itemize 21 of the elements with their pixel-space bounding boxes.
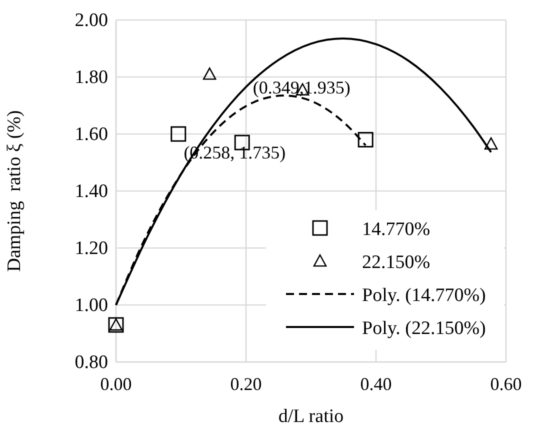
- y-tick-label: 1.40: [74, 181, 108, 202]
- x-tick-label: 0.60: [490, 374, 522, 394]
- y-tick-label: 0.80: [74, 352, 108, 373]
- legend-label: 14.770%: [362, 219, 430, 240]
- legend-label: Poly. (22.150%): [362, 318, 486, 339]
- y-tick-label: 2.00: [74, 10, 108, 31]
- y-axis-title: Damping ratio ξ (%): [4, 110, 25, 272]
- x-tick-label: 0.40: [360, 374, 392, 394]
- y-tick-label: 1.00: [74, 295, 108, 316]
- legend-label: Poly. (14.770%): [362, 285, 486, 306]
- y-tick-label: 1.20: [74, 238, 108, 259]
- point: [170, 126, 186, 142]
- y-tick-label: 1.80: [74, 67, 108, 88]
- x-axis-title: d/L ratio: [278, 406, 344, 427]
- x-tick-label: 0.20: [230, 374, 262, 394]
- y-tick-label: 1.60: [74, 124, 108, 145]
- legend-label: 22.150%: [362, 252, 430, 273]
- point: [202, 68, 216, 80]
- point: [484, 137, 498, 150]
- x-tick-label: 0.00: [100, 374, 132, 394]
- point: [358, 132, 374, 148]
